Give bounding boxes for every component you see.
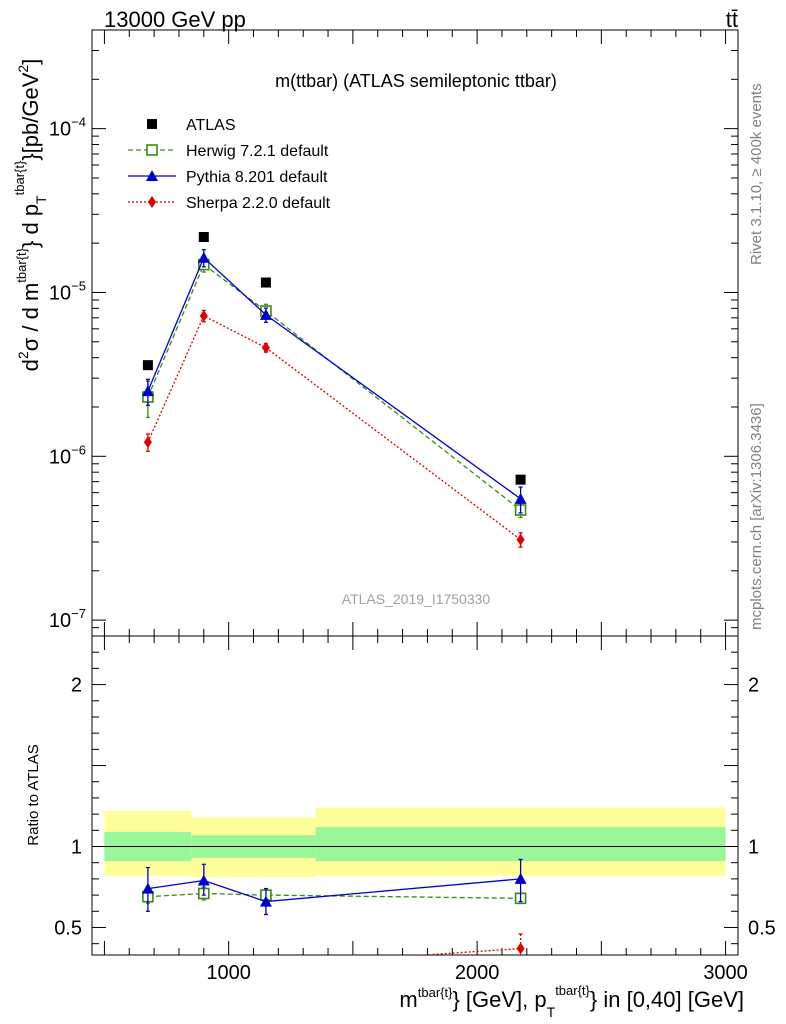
- legend-marker-atlas: [147, 119, 157, 129]
- y-tick-label: 10−5: [49, 278, 86, 304]
- plot-labels: 13000 GeV pp tt̄ Rivet 3.1.10, ≥ 400k ev…: [104, 7, 765, 630]
- ratio-pythia-line: [147, 878, 521, 903]
- sherpa-point: [516, 533, 525, 546]
- pythia-point: [514, 492, 527, 504]
- atlas-point: [142, 360, 153, 371]
- sherpa-point: [261, 341, 270, 354]
- sherpa-point: [143, 436, 152, 449]
- ratio-y-tick-label: 1: [71, 837, 82, 859]
- herwig-line: [147, 263, 521, 511]
- ratio-y-tick-label-right: 0.5: [748, 917, 776, 939]
- ratio-y-tick-label: 2: [71, 675, 82, 697]
- legend-label-pythia: Pythia 8.201 default: [186, 169, 328, 186]
- ratio-series: [141, 858, 527, 955]
- ratio-y-tick-label-right: 1: [748, 837, 759, 859]
- sherpa-point: [199, 309, 208, 322]
- ratio-sherpa-line: [415, 947, 521, 955]
- y-tick-label: 10−4: [49, 115, 86, 141]
- watermark: ATLAS_2019_I1750330: [342, 591, 491, 607]
- ratio-panel: 0.5 0.5 1 1 2 2 1000 2000 3000 Ratio to ATLAS mtba…: [25, 635, 776, 1020]
- ratio-pythia-point: [514, 872, 527, 884]
- legend-marker-pythia: [146, 170, 158, 181]
- legend-marker-sherpa: [148, 196, 156, 208]
- pythia-point: [197, 251, 210, 263]
- rivet-label: Rivet 3.1.10, ≥ 400k events: [748, 83, 765, 265]
- ratio-herwig-line: [147, 892, 521, 899]
- ratio-sherpa-point: [352, 953, 354, 955]
- pythia-point: [259, 308, 272, 320]
- legend-label-atlas: ATLAS: [186, 117, 236, 134]
- ratio-pythia-point: [259, 895, 272, 907]
- ratio-frame: [91, 635, 739, 956]
- x-tick-label: 1000: [206, 962, 251, 984]
- x-axis-label: mtbar{t}} [GeV], pTtbar{t}} in [0,40] [G…: [399, 983, 744, 1020]
- ratio-y-tick-label: 0.5: [54, 917, 82, 939]
- legend-label-herwig: Herwig 7.2.1 default: [186, 143, 329, 160]
- header-process: 13000 GeV pp: [104, 7, 246, 32]
- header-final-state: tt̄: [726, 7, 738, 32]
- y-tick-label: 10−6: [49, 442, 86, 468]
- ratio-y-tick-label-right: 2: [748, 675, 759, 697]
- y-tick-label: 10−7: [49, 606, 86, 632]
- x-tick-label: 2000: [455, 962, 500, 984]
- mcplots-label: mcplots.cern.ch [arXiv:1306.3436]: [748, 403, 765, 630]
- atlas-point: [515, 474, 526, 485]
- ratio-y-axis-label: Ratio to ATLAS: [25, 744, 42, 845]
- top-panel: 10−7 10−6 10−5 10−4 m(ttbar) (ATLAS semilept…: [12, 29, 739, 637]
- uncertainty-band-inner: [315, 827, 726, 862]
- chart-title: m(ttbar) (ATLAS semileptonic ttbar): [275, 71, 557, 91]
- ratio-pythia-point: [197, 874, 210, 886]
- sherpa-line: [147, 314, 521, 541]
- pythia-line: [147, 256, 521, 500]
- atlas-point: [260, 277, 271, 288]
- x-tick-label: 3000: [703, 962, 748, 984]
- pythia-point: [141, 385, 154, 397]
- ratio-sherpa-point: [516, 942, 525, 955]
- ratio-pythia-point: [141, 882, 154, 894]
- legend-marker-herwig: [146, 144, 158, 156]
- y-axis-label: d2σ / d mtbar{t}} d pTtbar{t}}[pb/GeV2]: [12, 59, 49, 372]
- atlas-point: [198, 232, 209, 243]
- legend-label-sherpa: Sherpa 2.2.0 default: [186, 195, 331, 212]
